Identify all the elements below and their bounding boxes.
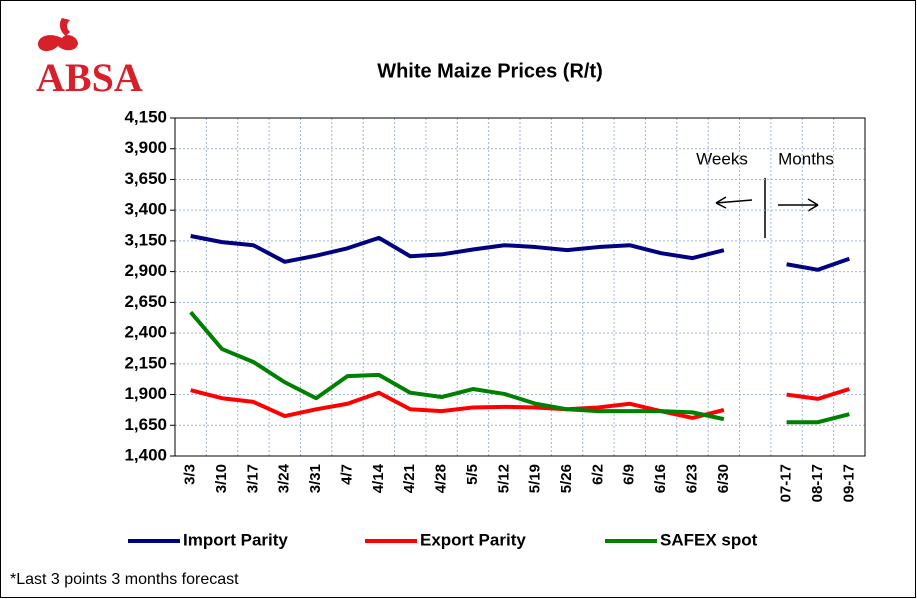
x-tick-label: 6/9 [621,464,638,485]
y-tick-label: 1,650 [124,415,167,434]
footnote: *Last 3 points 3 months forecast [10,571,239,588]
x-tick-label: 3/10 [213,464,230,493]
x-tick-label: 3/31 [307,464,324,493]
x-tick-label: 07-17 [778,464,795,502]
x-tick-label: 4/21 [401,464,418,493]
y-tick-label: 2,650 [124,292,167,311]
series-line [190,234,725,264]
annotation: Months [778,149,834,168]
legend-label: Export Parity [420,530,526,549]
x-tick-label: 6/23 [683,464,700,493]
y-tick-label: 2,900 [124,261,167,280]
legend-label: Import Parity [183,530,288,549]
x-tick-label: 3/17 [244,464,261,493]
x-tick-label: 3/24 [276,463,293,493]
series-line [190,388,725,420]
arrow-left [715,196,753,209]
y-tick-label: 3,900 [124,138,167,157]
x-tick-label: 09-17 [840,464,857,502]
x-tick-label: 6/30 [715,464,732,493]
legend-label: SAFEX spot [660,530,758,549]
x-tick-label: 3/3 [182,464,199,485]
x-tick-label: 08-17 [809,464,826,502]
x-tick-label: 5/5 [464,464,481,485]
plot-area [174,117,866,457]
series-line [189,310,725,422]
logo-mark [38,18,78,52]
chart-title: White Maize Prices (R/t) [377,60,603,82]
y-tick-label: 3,650 [124,169,167,188]
annotation: Weeks [696,149,748,168]
logo: ABSA [36,18,143,100]
x-tick-label: 5/26 [558,464,575,493]
x-tick-label: 5/19 [527,464,544,493]
x-tick-label: 6/16 [652,464,669,493]
x-tick-label: 4/14 [370,463,387,493]
x-tick-label: 6/2 [589,464,606,485]
y-tick-label: 2,150 [124,353,167,372]
series-line [786,256,850,272]
y-tick-label: 1,900 [124,384,167,403]
y-tick-label: 1,400 [124,445,167,464]
y-tick-label: 3,400 [124,200,167,219]
y-tick-label: 3,150 [124,230,167,249]
y-tick-label: 2,400 [124,323,167,342]
series-line [786,387,850,401]
series-line [786,412,850,425]
x-tick-label: 5/12 [495,464,512,493]
logo-text: ABSA [36,55,143,100]
y-tick-label: 4,150 [124,107,167,126]
x-tick-label: 4/7 [338,464,355,485]
arrow-right [778,198,819,212]
x-tick-label: 4/28 [433,464,450,493]
